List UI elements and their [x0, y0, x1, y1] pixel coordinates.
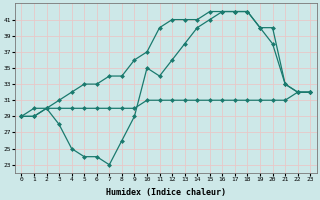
X-axis label: Humidex (Indice chaleur): Humidex (Indice chaleur)	[106, 188, 226, 197]
